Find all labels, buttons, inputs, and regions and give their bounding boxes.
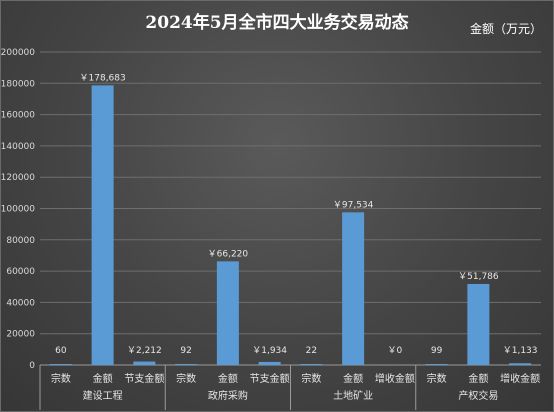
y-tick-label: 200000 (1, 48, 36, 58)
x-category-label: 宗数 (301, 372, 321, 385)
bar (509, 363, 532, 365)
bar (216, 261, 239, 365)
bar (467, 283, 490, 365)
data-label: ￥1,133 (503, 346, 538, 356)
data-label: ￥0 (388, 346, 403, 356)
y-tick-label: 60000 (6, 267, 35, 277)
unit-label: 金额（万元） (470, 22, 543, 36)
bar (258, 361, 281, 365)
data-label: ￥97,534 (333, 200, 374, 210)
data-label: 92 (180, 346, 191, 356)
bar (91, 85, 114, 365)
data-label: ￥178,683 (80, 73, 126, 83)
x-category-label: 金额 (468, 372, 488, 385)
x-group-label: 土地矿业 (333, 389, 373, 402)
x-group-label: 政府采购 (208, 389, 248, 402)
x-category-label: 金额 (93, 372, 113, 385)
x-category-label: 增收金额 (500, 372, 540, 385)
data-label: 99 (431, 346, 443, 356)
data-label: 22 (306, 346, 317, 356)
x-category-label: 节支金额 (250, 372, 290, 385)
x-category-label: 金额 (218, 372, 238, 385)
bar (175, 364, 198, 365)
x-category-label: 节支金额 (124, 372, 164, 385)
data-label: ￥66,220 (208, 249, 249, 259)
data-label: ￥51,786 (458, 272, 499, 282)
data-label: ￥1,934 (252, 346, 287, 356)
y-tick-label: 140000 (1, 142, 36, 152)
x-category-label: 金额 (343, 372, 363, 385)
x-category-label: 宗数 (427, 372, 447, 385)
y-tick-label: 0 (29, 361, 35, 371)
x-category-label: 宗数 (51, 372, 71, 385)
x-group-label: 建设工程 (83, 389, 123, 402)
bar (342, 212, 365, 365)
y-tick-label: 20000 (6, 330, 35, 340)
bar (300, 364, 323, 365)
y-tick-label: 80000 (6, 236, 35, 246)
data-label: 60 (55, 346, 67, 356)
bar (133, 361, 156, 365)
y-tick-label: 120000 (1, 173, 36, 183)
x-group-label: 产权交易 (458, 389, 498, 402)
bar (425, 364, 448, 365)
y-tick-label: 160000 (1, 111, 36, 121)
y-tick-label: 100000 (1, 205, 36, 215)
bar (49, 364, 72, 365)
y-tick-label: 40000 (6, 298, 35, 308)
chart-title: 2024年5月全市四大业务交易动态 (145, 13, 409, 33)
x-category-label: 宗数 (176, 372, 196, 385)
data-label: ￥2,212 (127, 346, 162, 356)
x-category-label: 增收金额 (375, 372, 415, 385)
y-tick-label: 180000 (1, 79, 36, 89)
